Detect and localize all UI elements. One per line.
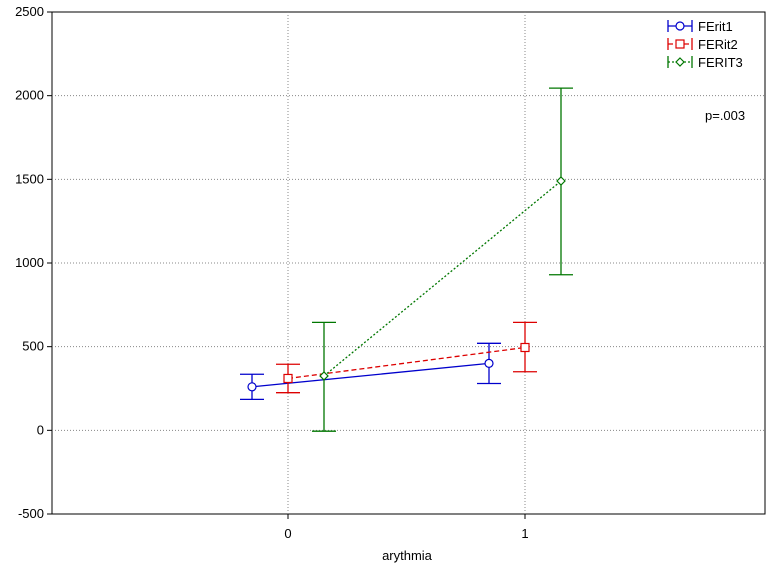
y-tick-label: 2500	[15, 4, 44, 19]
y-tick-label: 0	[37, 422, 44, 437]
y-axis: -500 0 500 1000 1500 2000 2500	[15, 4, 52, 521]
p-value-annotation: p=.003	[705, 108, 745, 123]
x-tick-label: 1	[521, 526, 528, 541]
y-tick-label: 500	[22, 339, 44, 354]
data-point	[484, 358, 494, 368]
legend-marker	[675, 39, 685, 49]
data-point	[556, 176, 566, 186]
series-layer	[240, 87, 573, 432]
legend: FErit1 FERit2 FERIT3	[664, 16, 762, 74]
data-point	[319, 371, 329, 381]
series-FERit2	[276, 321, 537, 394]
data-point	[247, 382, 257, 392]
legend-item: FERit2	[667, 37, 738, 52]
grid	[52, 12, 765, 514]
legend-marker	[675, 57, 685, 67]
data-point	[283, 373, 293, 384]
legend-item: FERIT3	[667, 55, 743, 70]
legend-label: FERIT3	[698, 55, 743, 70]
series-FERIT3	[312, 87, 573, 432]
legend-marker	[675, 21, 685, 31]
y-tick-label: 1000	[15, 255, 44, 270]
legend-label: FERit2	[698, 37, 738, 52]
y-tick-label: -500	[18, 506, 44, 521]
x-axis-label: arythmia	[382, 548, 433, 563]
y-tick-label: 2000	[15, 88, 44, 103]
legend-label: FErit1	[698, 19, 733, 34]
x-tick-label: 0	[284, 526, 291, 541]
series-line	[323, 180, 562, 377]
data-point	[520, 342, 530, 353]
legend-item: FErit1	[667, 19, 733, 34]
y-tick-label: 1500	[15, 171, 44, 186]
